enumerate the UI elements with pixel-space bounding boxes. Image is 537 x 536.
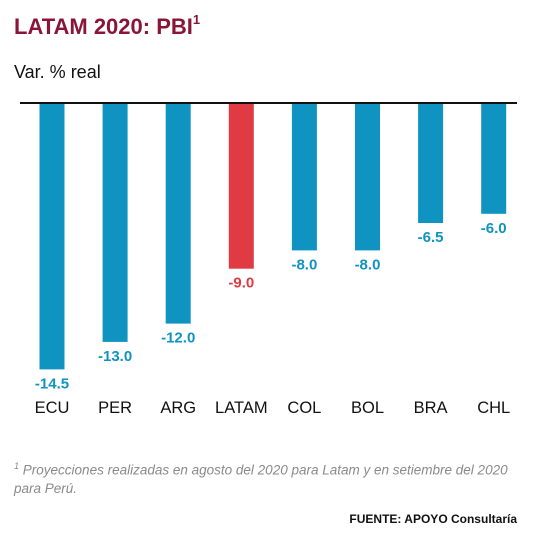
bar-bol bbox=[355, 104, 380, 251]
category-label-chl: CHL bbox=[477, 399, 510, 417]
footnote-marker: 1 bbox=[14, 461, 20, 471]
category-label-latam: LATAM bbox=[215, 399, 268, 417]
category-label-per: PER bbox=[98, 399, 132, 417]
source-credit: FUENTE: APOYO Consultaría bbox=[349, 512, 517, 526]
bar-latam bbox=[228, 104, 254, 269]
category-label-ecu: ECU bbox=[35, 399, 70, 417]
bar-arg bbox=[165, 104, 191, 324]
category-label-bol: BOL bbox=[351, 399, 384, 417]
category-label-arg: ARG bbox=[160, 399, 196, 417]
data-label-chl: -6.0 bbox=[481, 220, 507, 237]
bar-col bbox=[291, 104, 317, 251]
data-label-bra: -6.5 bbox=[418, 229, 444, 246]
chart-title: LATAM 2020: PBI1 bbox=[14, 12, 201, 40]
footnote: 1 Proyecciones realizadas en agosto del … bbox=[14, 457, 514, 498]
bar-chart: -14.5 ECU -13.0 PER -12.0 ARG -9.0 LATAM -8.0 COL… bbox=[20, 102, 517, 417]
bar-ecu bbox=[39, 104, 65, 370]
data-label-col: -8.0 bbox=[291, 256, 317, 273]
data-label-per: -13.0 bbox=[98, 348, 132, 365]
footnote-text: Proyecciones realizadas en agosto del 20… bbox=[14, 462, 508, 496]
category-label-bra: BRA bbox=[414, 399, 448, 417]
data-label-bol: -8.0 bbox=[355, 256, 381, 273]
chart-title-text: LATAM 2020: PBI bbox=[14, 14, 193, 39]
category-label-col: COL bbox=[287, 399, 321, 417]
bar-chl bbox=[481, 104, 507, 214]
chart-subtitle: Var. % real bbox=[14, 62, 101, 82]
data-label-arg: -12.0 bbox=[161, 330, 195, 347]
bar-bra bbox=[418, 104, 444, 223]
data-label-latam: -9.0 bbox=[228, 275, 254, 292]
data-label-ecu: -14.5 bbox=[35, 375, 69, 392]
chart-title-footnote-marker: 1 bbox=[192, 12, 201, 27]
bar-per bbox=[102, 104, 128, 342]
